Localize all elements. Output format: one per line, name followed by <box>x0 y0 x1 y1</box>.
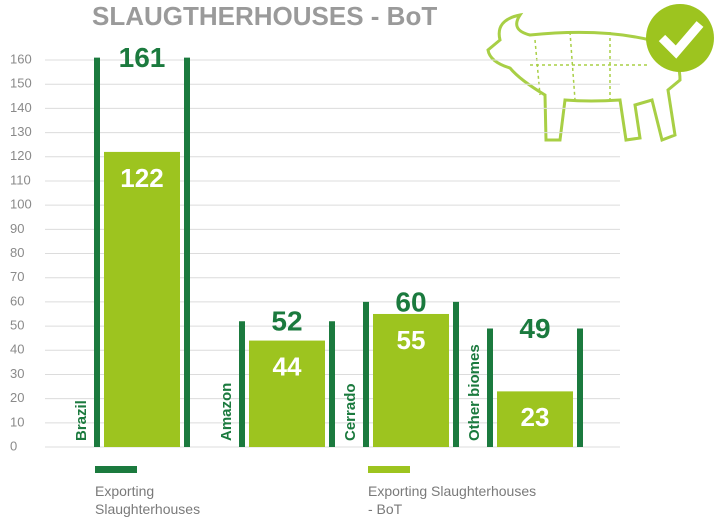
value-label: 122 <box>120 163 163 193</box>
value-label: 60 <box>395 286 426 317</box>
value-label: 52 <box>271 306 302 337</box>
legend-label: Exporting Slaughterhouses <box>95 482 225 518</box>
category-label: Amazon <box>218 383 235 441</box>
chart: SLAUGTHERHOUSES - BoT 0 10 20 30 40 50 60 70 80 9… <box>0 0 715 520</box>
legend-label: Exporting Slaughterhouses - BoT <box>368 482 543 518</box>
y-tick-label: 140 <box>10 100 32 115</box>
y-tick-label: 30 <box>10 366 24 381</box>
legend-swatch <box>368 466 410 473</box>
y-tick-label: 110 <box>10 172 31 187</box>
y-tick-label: 130 <box>10 124 32 139</box>
y-tick-label: 50 <box>10 318 24 333</box>
y-tick-label: 160 <box>10 51 32 66</box>
legend-swatch <box>95 466 137 473</box>
y-tick-label: 80 <box>10 245 24 260</box>
value-label: 49 <box>519 313 550 344</box>
y-tick-label: 0 <box>10 438 17 453</box>
y-tick-label: 20 <box>10 390 24 405</box>
value-label: 55 <box>397 325 426 355</box>
page: {"chart_data": {"type": "bar", "title": … <box>0 0 715 520</box>
y-tick-label: 90 <box>10 221 24 236</box>
y-tick-label: 120 <box>10 148 32 163</box>
category-label: Brazil <box>73 400 90 441</box>
chart-title: SLAUGTHERHOUSES - BoT <box>92 1 437 31</box>
value-label: 23 <box>521 402 550 432</box>
bar <box>104 152 180 447</box>
category-label: Other biomes <box>466 344 483 441</box>
value-label: 44 <box>273 351 302 381</box>
value-label: 161 <box>119 42 166 73</box>
y-tick-label: 60 <box>10 293 24 308</box>
check-icon <box>646 4 714 72</box>
y-tick-label: 40 <box>10 342 24 357</box>
y-tick-label: 100 <box>10 197 32 212</box>
y-tick-label: 10 <box>10 414 24 429</box>
y-tick-label: 70 <box>10 269 24 284</box>
y-tick-label: 150 <box>10 76 32 91</box>
category-label: Cerrado <box>342 383 359 441</box>
